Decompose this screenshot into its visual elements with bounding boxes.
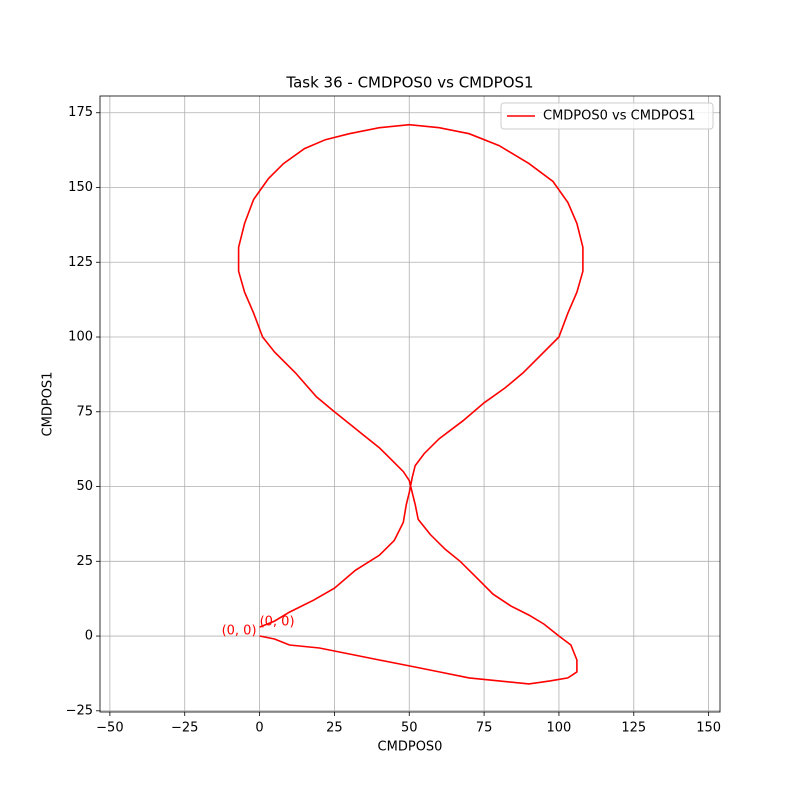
plot-frame [99,95,721,713]
y-tick-label: 175 [68,105,93,120]
x-tick-label: 150 [696,721,721,736]
x-tick-label: −50 [96,721,123,736]
data-line [237,123,584,685]
annotation: (0, 0) [260,615,295,630]
x-tick-label: 0 [255,721,263,736]
y-tick-label: 75 [76,404,93,419]
y-tick-label: 0 [85,629,93,644]
chart-title: Task 36 - CMDPOS0 vs CMDPOS1 [285,74,533,92]
annotation: (0, 0) [222,624,257,639]
y-tick-label: 25 [76,554,93,569]
x-tick-label: 100 [547,721,572,736]
y-tick-label: −25 [66,703,93,718]
y-axis-label: CMDPOS1 [41,372,56,437]
x-tick-label: 25 [326,721,343,736]
y-tick-label: 150 [68,180,93,195]
x-tick-label: 75 [476,721,493,736]
y-tick-label: 100 [68,330,93,345]
y-tick-label: 50 [76,479,93,494]
legend-label: CMDPOS0 vs CMDPOS1 [543,109,696,124]
x-axis-label: CMDPOS0 [378,740,443,755]
x-tick-label: 50 [401,721,418,736]
x-tick-label: 125 [621,721,646,736]
y-tick-label: 125 [68,255,93,270]
x-tick-label: −25 [171,721,198,736]
legend-box [500,102,714,130]
